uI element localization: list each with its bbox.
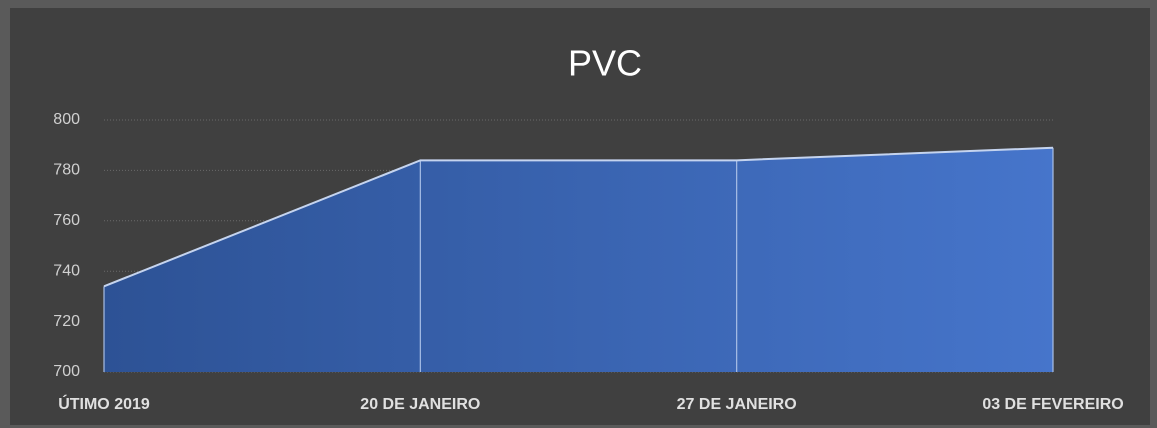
y-tick-label: 740 bbox=[53, 262, 80, 279]
x-tick-label: 27 DE JANEIRO bbox=[677, 396, 797, 413]
y-tick-label: 760 bbox=[53, 212, 80, 229]
y-tick-label: 720 bbox=[53, 313, 80, 330]
y-tick-label: 700 bbox=[53, 363, 80, 380]
y-tick-label: 780 bbox=[53, 162, 80, 179]
area bbox=[104, 147, 1053, 372]
area-outline bbox=[103, 146, 1054, 288]
x-tick-label: 20 DE JANEIRO bbox=[360, 396, 480, 413]
chart-title: PVC bbox=[568, 43, 642, 84]
x-tick-label: ÚTIMO 2019 bbox=[58, 394, 150, 413]
y-tick-label: 800 bbox=[53, 111, 80, 128]
x-tick-label: 03 DE FEVEREIRO bbox=[982, 396, 1123, 413]
